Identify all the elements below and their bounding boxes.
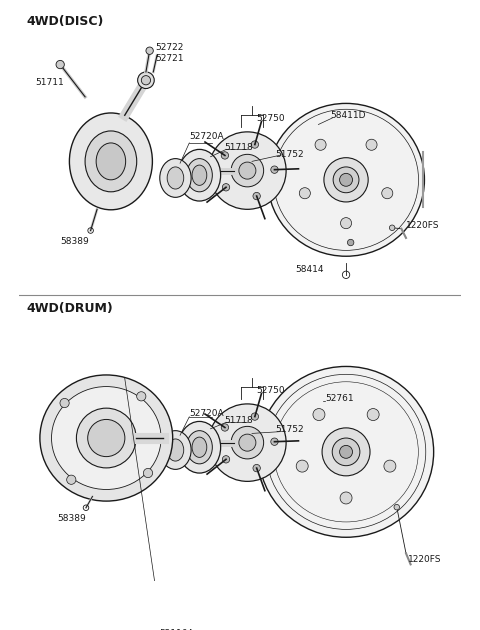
Text: 58389: 58389 <box>60 237 89 246</box>
Ellipse shape <box>40 375 173 501</box>
Ellipse shape <box>160 431 191 469</box>
Circle shape <box>348 239 354 246</box>
Circle shape <box>144 469 153 478</box>
Text: 52720A: 52720A <box>189 409 224 418</box>
Text: 52721: 52721 <box>155 54 184 62</box>
Circle shape <box>253 464 260 472</box>
Circle shape <box>315 139 326 151</box>
Circle shape <box>394 505 399 510</box>
Text: 52750: 52750 <box>257 113 285 123</box>
Circle shape <box>141 76 151 85</box>
Ellipse shape <box>187 431 212 464</box>
Circle shape <box>271 438 278 445</box>
Circle shape <box>313 409 325 421</box>
Circle shape <box>56 60 64 69</box>
Circle shape <box>271 166 278 173</box>
Circle shape <box>340 217 351 229</box>
Text: 52750: 52750 <box>257 386 285 394</box>
Circle shape <box>332 438 360 466</box>
Ellipse shape <box>160 159 191 197</box>
Circle shape <box>339 445 352 458</box>
Circle shape <box>221 424 228 431</box>
Ellipse shape <box>268 103 424 256</box>
Text: 58389: 58389 <box>58 513 86 523</box>
Text: 51752: 51752 <box>275 425 304 434</box>
Ellipse shape <box>96 143 126 180</box>
Text: 52722: 52722 <box>155 43 183 52</box>
Text: 1220FS: 1220FS <box>406 221 440 231</box>
Circle shape <box>340 492 352 504</box>
Ellipse shape <box>192 437 207 457</box>
Circle shape <box>367 409 379 421</box>
Circle shape <box>221 152 228 159</box>
Ellipse shape <box>258 367 433 537</box>
Text: 51752: 51752 <box>275 149 304 159</box>
Circle shape <box>300 188 311 198</box>
Text: 4WD(DISC): 4WD(DISC) <box>26 14 103 28</box>
Ellipse shape <box>187 159 212 192</box>
Ellipse shape <box>192 165 207 185</box>
Circle shape <box>137 392 146 401</box>
Text: 51718: 51718 <box>224 143 253 152</box>
Ellipse shape <box>167 439 184 461</box>
Circle shape <box>76 408 136 468</box>
Text: 52761: 52761 <box>326 394 354 403</box>
Circle shape <box>231 154 264 187</box>
Ellipse shape <box>178 149 221 201</box>
Circle shape <box>239 162 256 179</box>
Circle shape <box>382 188 393 198</box>
Text: 1220FS: 1220FS <box>408 555 441 564</box>
Ellipse shape <box>85 131 137 192</box>
Circle shape <box>389 225 395 231</box>
Circle shape <box>231 427 264 459</box>
Circle shape <box>222 455 230 463</box>
Text: 4WD(DRUM): 4WD(DRUM) <box>26 302 113 316</box>
Text: 58414: 58414 <box>295 265 324 274</box>
Circle shape <box>251 413 259 420</box>
Text: 58411D: 58411D <box>330 111 366 120</box>
Text: 51718: 51718 <box>224 416 253 425</box>
Circle shape <box>366 139 377 151</box>
Circle shape <box>146 47 153 54</box>
Circle shape <box>322 428 370 476</box>
Circle shape <box>88 420 125 457</box>
Circle shape <box>296 460 308 472</box>
Ellipse shape <box>167 167 184 189</box>
Circle shape <box>60 398 69 408</box>
Ellipse shape <box>70 113 152 210</box>
Circle shape <box>67 475 76 484</box>
Circle shape <box>239 434 256 451</box>
Text: 52720A: 52720A <box>189 132 224 141</box>
Circle shape <box>251 141 259 148</box>
Circle shape <box>253 192 260 200</box>
Circle shape <box>222 183 230 191</box>
Circle shape <box>384 460 396 472</box>
Circle shape <box>138 72 154 89</box>
Ellipse shape <box>51 387 161 490</box>
Text: 51711: 51711 <box>36 79 64 88</box>
Circle shape <box>339 173 352 186</box>
Text: 52110A: 52110A <box>160 629 194 630</box>
Ellipse shape <box>178 421 221 473</box>
Circle shape <box>209 404 286 481</box>
Circle shape <box>333 167 359 193</box>
Circle shape <box>324 158 368 202</box>
Circle shape <box>209 132 286 209</box>
